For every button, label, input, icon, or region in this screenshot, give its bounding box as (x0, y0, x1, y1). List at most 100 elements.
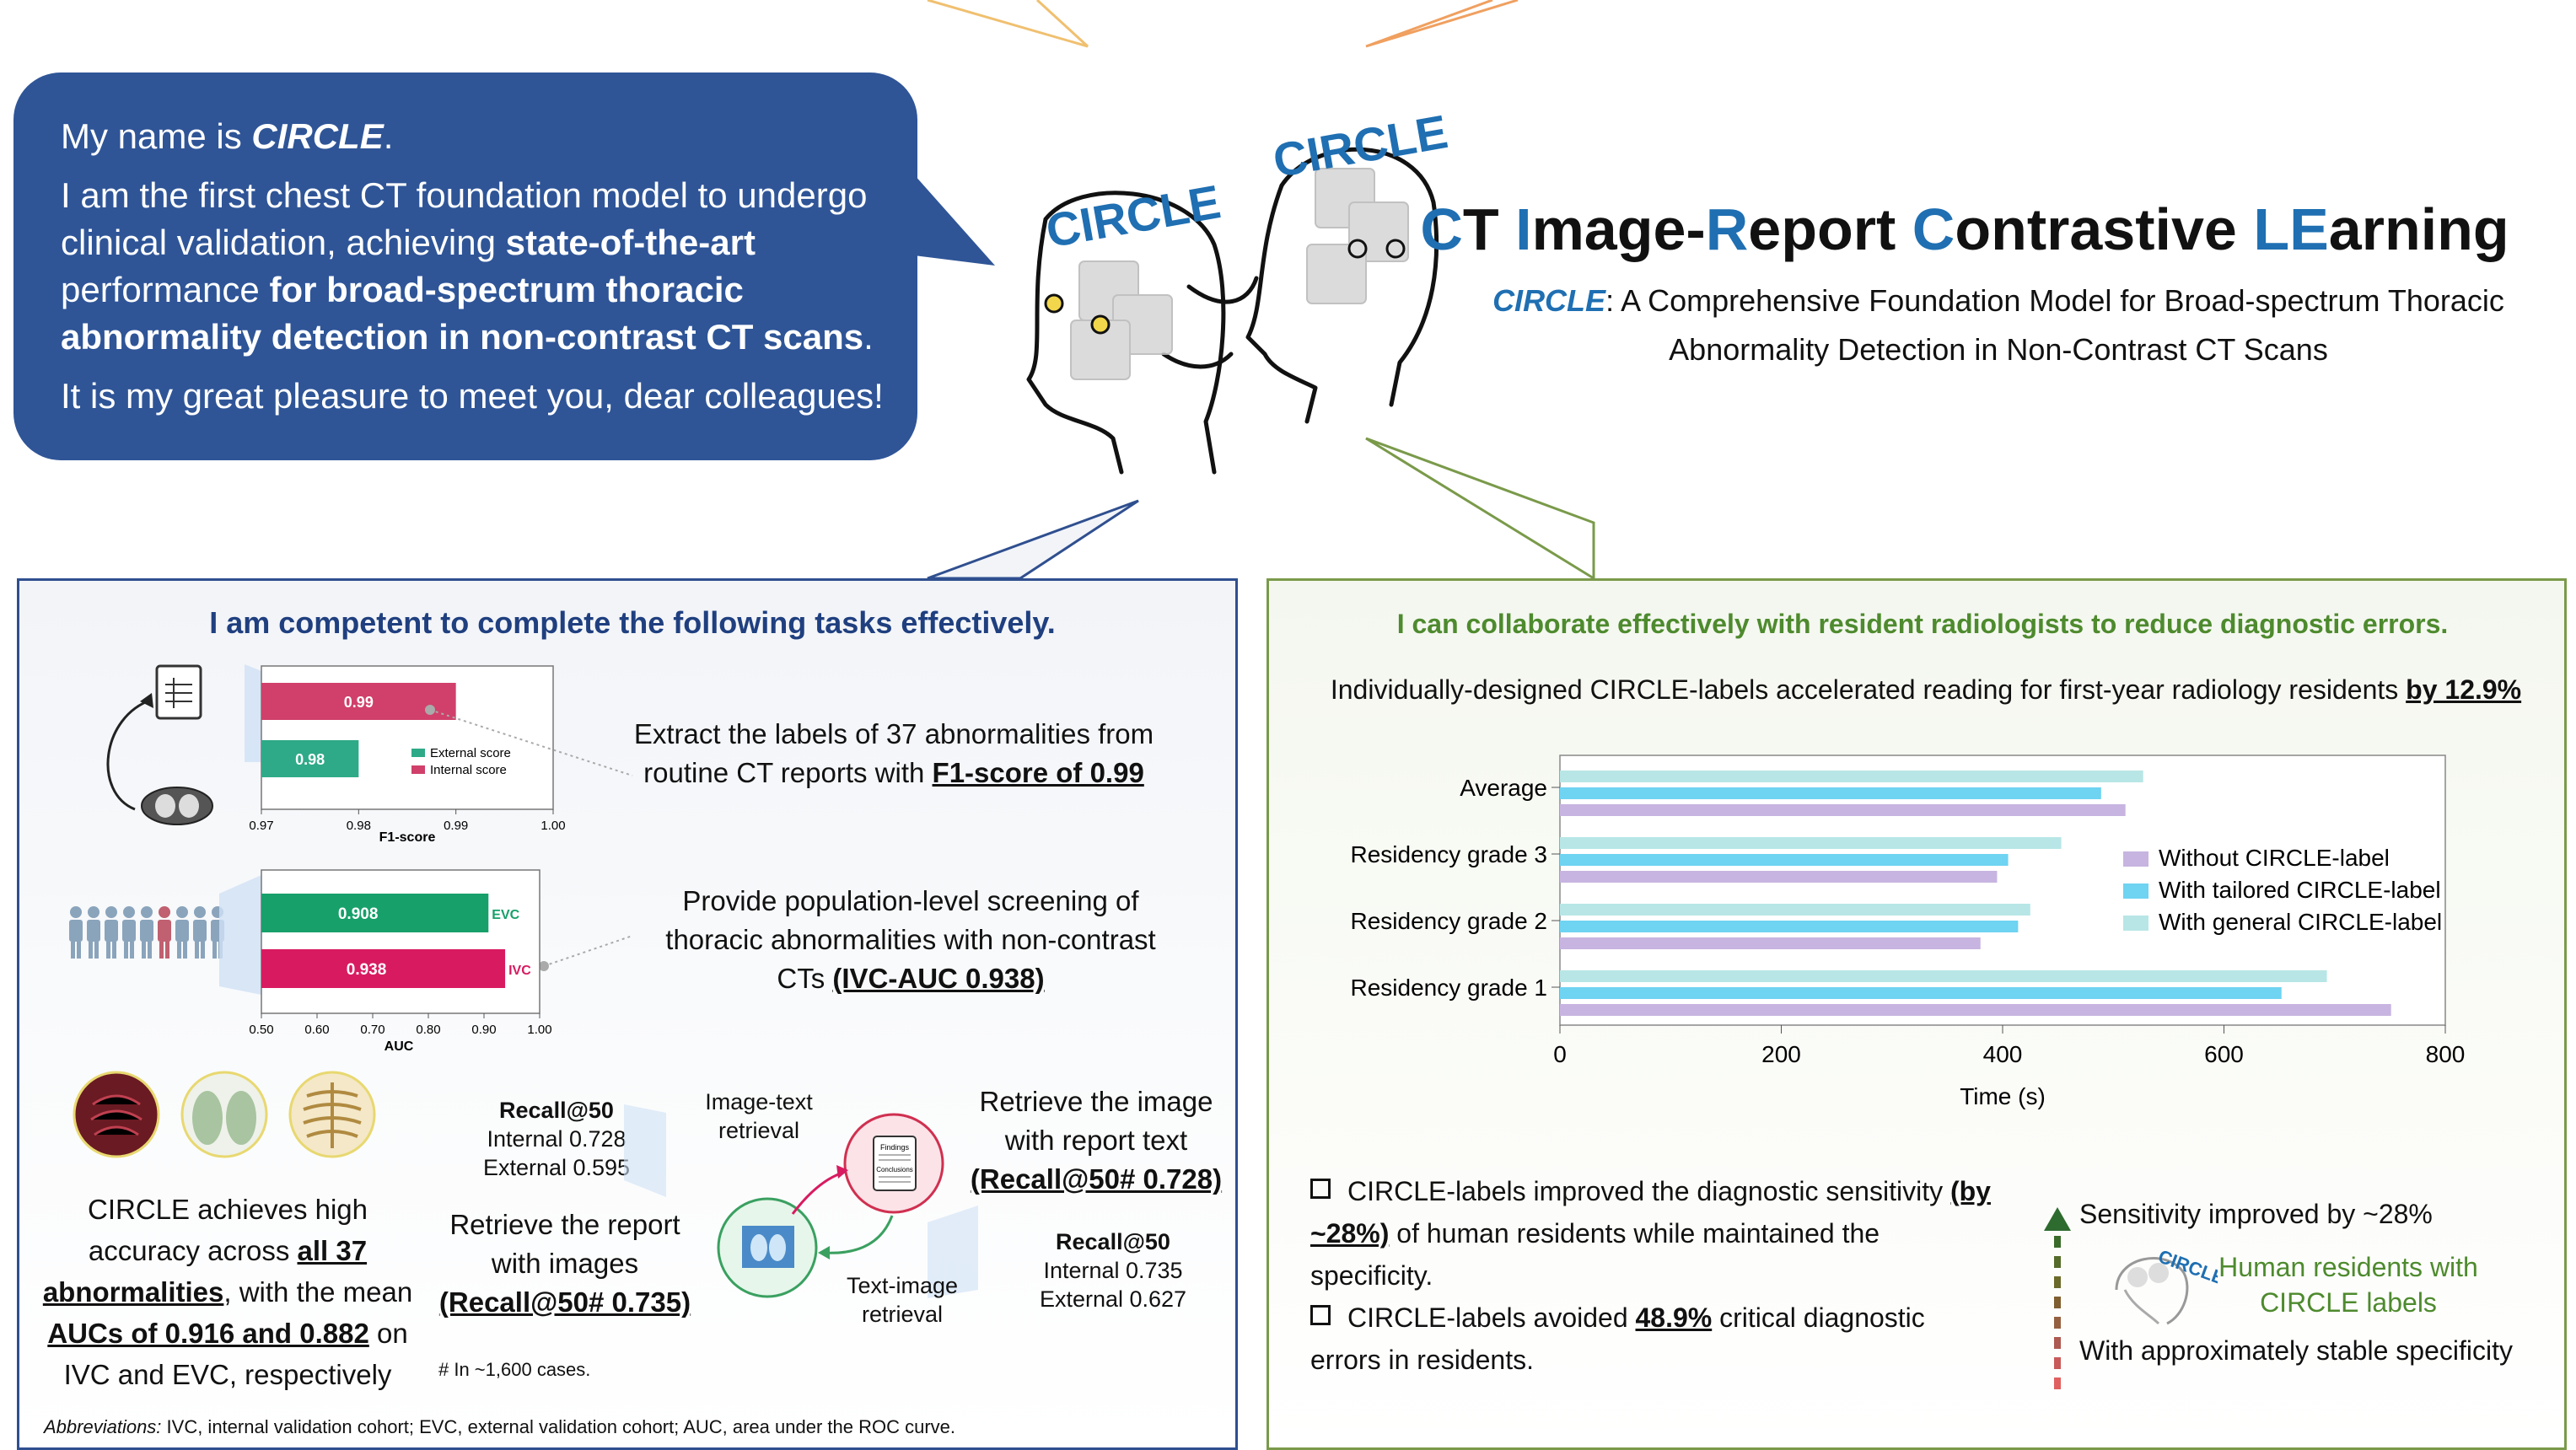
person-leg (148, 942, 152, 959)
recall-b-title: Recall@50 (1056, 1229, 1170, 1254)
person-body (69, 920, 83, 942)
bullet-errors: CIRCLE-labels avoided 48.9% critical dia… (1310, 1302, 1925, 1375)
person-icon (105, 906, 117, 918)
arrow-dash (2054, 1276, 2061, 1288)
rt-bar-2-1 (1560, 921, 2019, 932)
footnote: # In ~1,600 cases. (438, 1359, 591, 1380)
intro-line-2: I am the first chest CT foundation model… (61, 175, 874, 357)
rt-tick-3: 600 (2204, 1041, 2244, 1067)
task-extract-labels: Extract the labels of 37 abnormalities f… (633, 718, 1154, 788)
auc-chart: 0.908 EVC 0.938 IVC 0.50 0.60 0.70 0.80 0.90 1.0… (219, 869, 552, 1054)
person-leg (130, 942, 134, 959)
person-leg (106, 942, 110, 959)
intro-line-1: My name is CIRCLE. (61, 116, 394, 156)
recall-block-image-text: Recall@50 Internal 0.728 External 0.595 (455, 1096, 658, 1182)
rt-tick-2: 400 (1983, 1041, 2023, 1067)
person-body (158, 920, 171, 942)
person-leg (112, 942, 116, 959)
rt-legend-tailored: With tailored CIRCLE-label (2159, 877, 2441, 903)
f1-bar-label-0: 0.99 (344, 694, 374, 711)
recall-b-internal: Internal 0.735 (1043, 1258, 1183, 1283)
rt-bar-0-2 (1560, 804, 2126, 816)
rt-legend: Without CIRCLE-label With tailored CIRCL… (2123, 845, 2442, 935)
person-body (87, 920, 100, 942)
recall-b-external: External 0.627 (1039, 1286, 1187, 1312)
sensitivity-improved: Sensitivity improved by ~28% (2079, 1199, 2433, 1229)
accuracy-summary: CIRCLE achieves high accuracy across all… (42, 1194, 413, 1390)
circle-heads-illustration: CIRCLE CIRCLE (1026, 105, 1451, 475)
rt-tick-4: 800 (2426, 1041, 2466, 1067)
f1-legend-internal: Internal score (430, 763, 507, 777)
subtitle: CIRCLE: A Comprehensive Foundation Model… (1492, 283, 2504, 367)
task-population-screening: Provide population-level screening of th… (665, 885, 1156, 994)
tasks-panel (17, 578, 1238, 1450)
recall-a-internal: Internal 0.728 (487, 1126, 627, 1152)
arrow-dash (2054, 1357, 2061, 1369)
person-icon (176, 906, 188, 918)
head-label-left: CIRCLE (1042, 175, 1224, 257)
sensitivity-arrow (2044, 1207, 2071, 1389)
person-leg (142, 942, 146, 959)
person-leg (94, 942, 99, 959)
auc-category-evc: EVC (492, 908, 519, 922)
recall-a-title: Recall@50 (499, 1098, 614, 1123)
person-leg (89, 942, 93, 959)
person-leg (124, 942, 128, 959)
person-leg (183, 942, 187, 959)
f1-tick-1: 0.98 (347, 819, 371, 833)
person-leg (201, 942, 205, 959)
human-residents-label: Human residents with CIRCLE labels (2218, 1252, 2478, 1318)
f1-tick-2: 0.99 (444, 819, 468, 833)
auc-tick-3: 0.80 (416, 1023, 440, 1037)
bullet-sensitivity: CIRCLE-labels improved the diagnostic se… (1310, 1176, 1991, 1291)
rt-tick-1: 200 (1761, 1041, 1801, 1067)
abbreviations: Abbreviations: IVC, internal validation … (44, 1416, 955, 1437)
person-body (140, 920, 153, 942)
resident-head-icon: CIRCLE (2115, 1245, 2218, 1325)
f1-score-chart: 0.99 0.98 0.97 0.98 0.99 1.00 F1-score Exter… (245, 664, 566, 845)
f1-tick-3: 1.00 (540, 819, 565, 833)
person-leg (165, 942, 169, 959)
intro-speech-bubble: My name is CIRCLE. I am the first chest … (13, 72, 917, 460)
rt-tick-0: 0 (1553, 1041, 1567, 1067)
main-title: CT Image-Report Contrastive LEarning (1420, 196, 2509, 262)
person-body (122, 920, 136, 942)
bubble-tail (894, 152, 995, 266)
auc-bar-label-evc: 0.908 (338, 905, 379, 923)
person-icon (159, 906, 170, 918)
stable-specificity: With approximately stable specificity (2079, 1335, 2513, 1366)
rt-category-1: Residency grade 3 (1351, 841, 1547, 867)
ct-image-icon (742, 1226, 794, 1268)
retrieve-report-task: Retrieve the report with images (Recall@5… (438, 1209, 691, 1318)
population-icon (69, 906, 224, 959)
rt-bar-0-0 (1560, 771, 2143, 782)
panel-callouts (927, 437, 1595, 581)
rt-category-0: Average (1460, 775, 1547, 801)
rt-bar-1-0 (1560, 837, 2062, 849)
arrow-dash (2054, 1317, 2061, 1329)
person-leg (77, 942, 81, 959)
person-icon (141, 906, 153, 918)
f1-legend: External score Internal score (411, 746, 511, 777)
leader-lines (425, 705, 633, 971)
doc-findings-label: Findings (880, 1143, 910, 1152)
person-body (175, 920, 189, 942)
person-icon (88, 906, 99, 918)
person-icon (123, 906, 135, 918)
arrow-dash (2054, 1337, 2061, 1349)
doc-conclusions-label: Conclusions (876, 1166, 913, 1173)
rt-bar-3-0 (1560, 970, 2327, 982)
tasks-heading: I am competent to complete the following… (209, 605, 1056, 640)
f1-tick-0: 0.97 (249, 819, 273, 833)
arrow-dash (2054, 1236, 2061, 1248)
checkbox-icon (1310, 1305, 1331, 1325)
f1-xlabel: F1-score (379, 830, 436, 845)
auc-bar-evc (261, 894, 489, 932)
rt-bar-1-2 (1560, 871, 1998, 883)
arrow-dash (2054, 1378, 2061, 1389)
recall-a-external: External 0.595 (482, 1155, 631, 1180)
person-leg (195, 942, 199, 959)
anatomy-thumbnails (73, 1071, 376, 1158)
rt-bar-3-2 (1560, 1004, 2391, 1016)
person-icon (70, 906, 82, 918)
